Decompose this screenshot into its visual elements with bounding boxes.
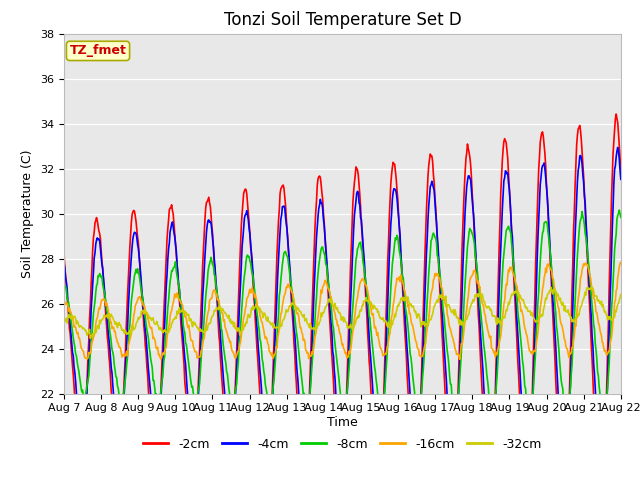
Legend: -2cm, -4cm, -8cm, -16cm, -32cm: -2cm, -4cm, -8cm, -16cm, -32cm: [138, 433, 547, 456]
X-axis label: Time: Time: [327, 416, 358, 429]
Title: Tonzi Soil Temperature Set D: Tonzi Soil Temperature Set D: [223, 11, 461, 29]
Text: TZ_fmet: TZ_fmet: [70, 44, 127, 58]
Y-axis label: Soil Temperature (C): Soil Temperature (C): [22, 149, 35, 278]
